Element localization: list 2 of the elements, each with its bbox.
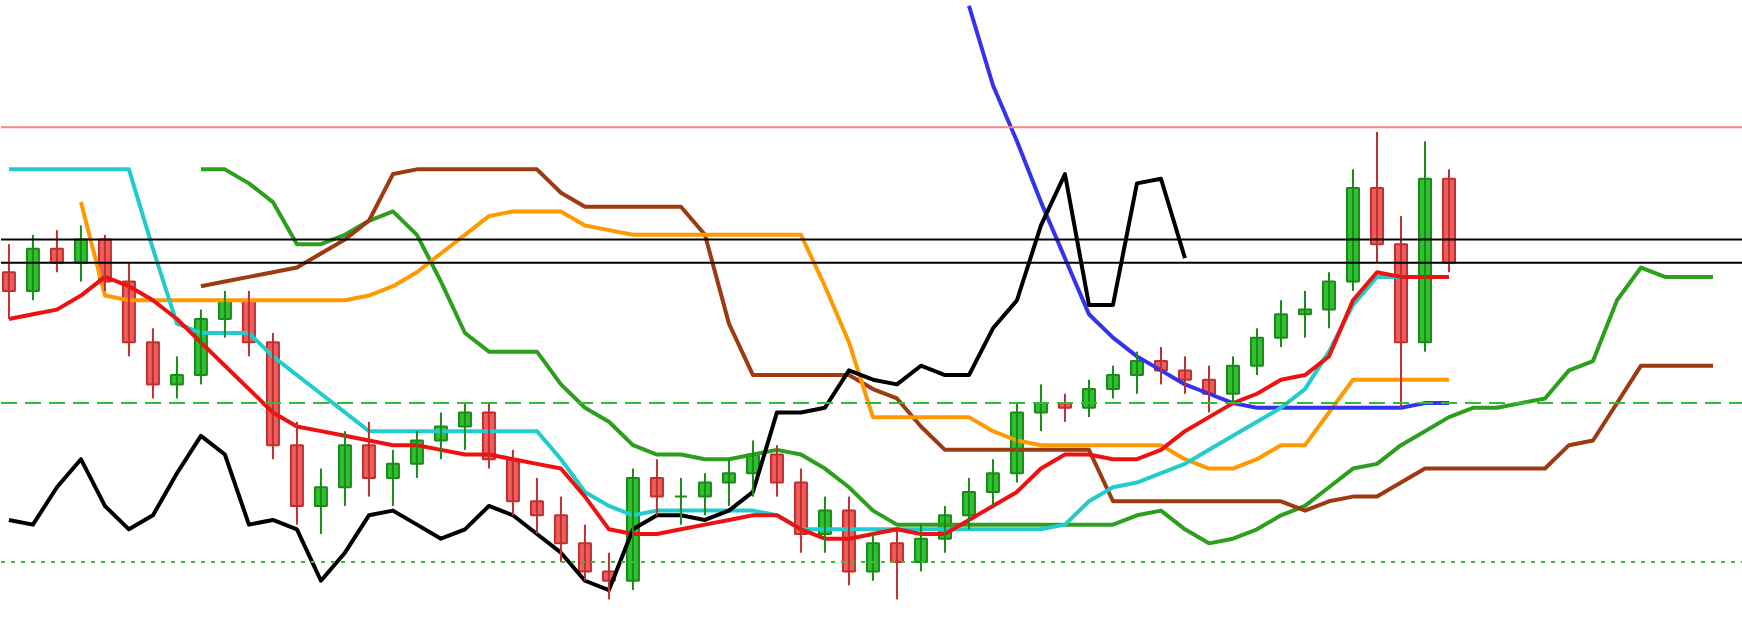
candlestick xyxy=(673,476,688,526)
candlestick xyxy=(721,458,736,507)
